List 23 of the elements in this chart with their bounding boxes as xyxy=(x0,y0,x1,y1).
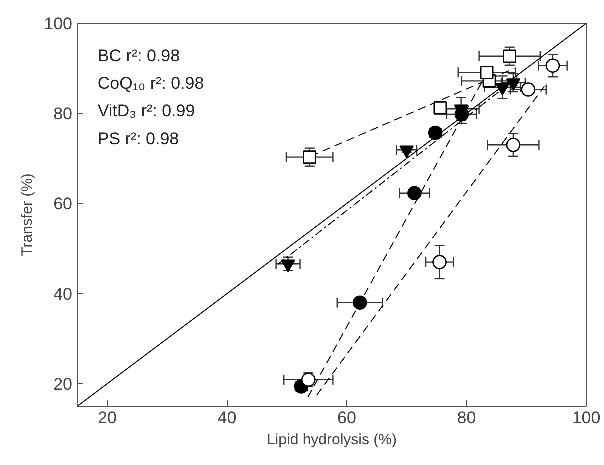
x-tick-label: 20 xyxy=(98,408,117,428)
y-tick-label: 60 xyxy=(54,194,73,214)
x-axis-title: Lipid hydrolysis (%) xyxy=(266,432,398,448)
x-tick-label: 80 xyxy=(457,408,476,428)
point xyxy=(303,150,316,164)
x-tick-label: 60 xyxy=(338,408,356,428)
point xyxy=(506,138,521,152)
point xyxy=(432,255,447,270)
point xyxy=(480,66,494,80)
annotation: BC r²: 0.98 xyxy=(98,46,180,66)
y-tick-label: 100 xyxy=(44,14,73,34)
annotation: VitD₃ r²: 0.99 xyxy=(98,102,196,121)
point xyxy=(546,58,560,73)
annotation: PS r²: 0.98 xyxy=(98,129,180,148)
x-tick-label: 40 xyxy=(218,408,237,428)
y-tick-label: 40 xyxy=(54,284,73,304)
annotation: CoQ₁₀ r²: 0.98 xyxy=(98,74,204,94)
point xyxy=(503,50,516,64)
y-tick-label: 80 xyxy=(54,104,73,124)
y-axis-title: Transfer (%) xyxy=(19,174,36,256)
point xyxy=(434,102,448,115)
x-tick-label: 100 xyxy=(572,408,601,428)
y-tick-label: 20 xyxy=(54,374,73,394)
